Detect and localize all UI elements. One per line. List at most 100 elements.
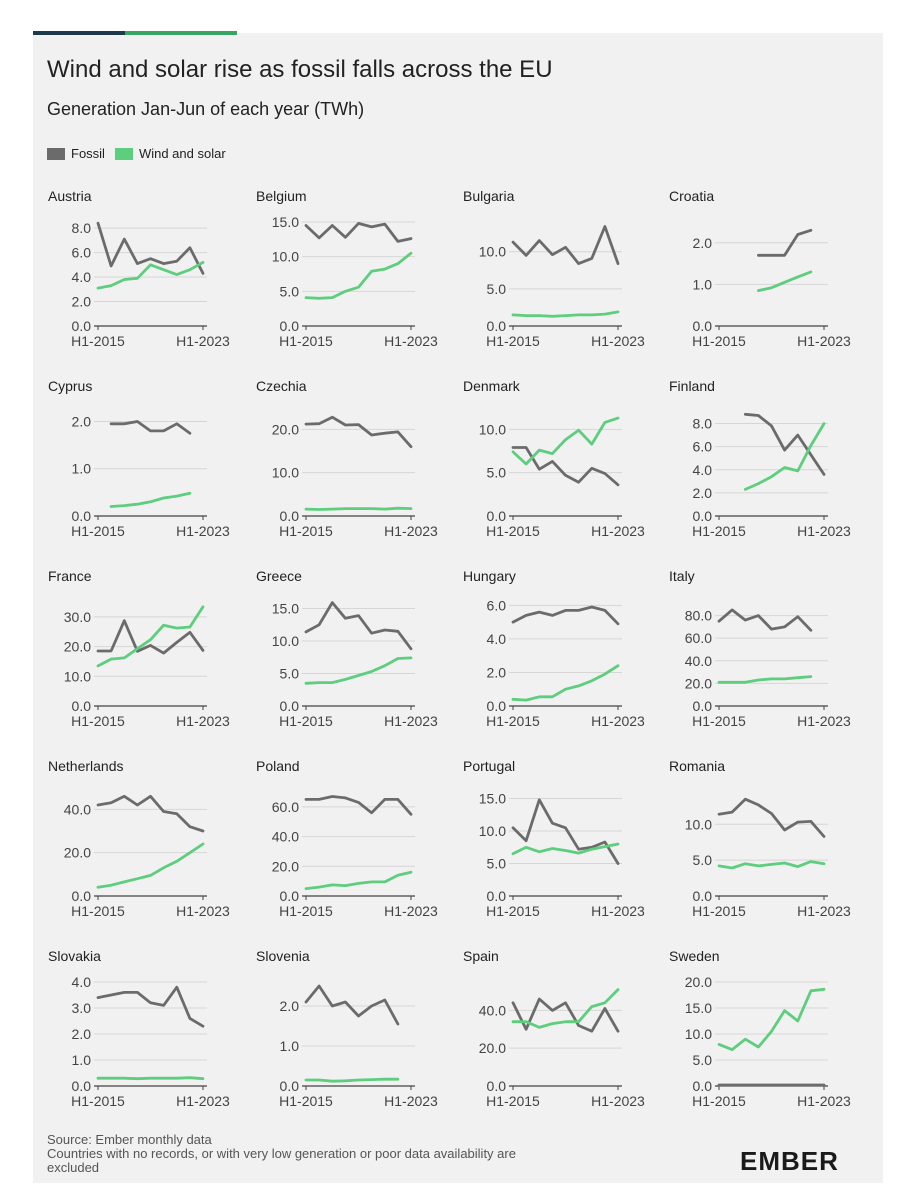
series-line-wind-solar-netherlands xyxy=(96,842,205,889)
ember-logo: EMBER xyxy=(740,1146,839,1176)
y-tick-label-italy: 20.0 xyxy=(685,675,712,691)
series-line-wind-solar-greece xyxy=(304,656,413,685)
y-tick-label-slovenia: 0.0 xyxy=(280,1078,300,1094)
series-line-wind-solar-portugal xyxy=(511,842,620,856)
panel-title-czechia: Czechia xyxy=(256,378,307,394)
x-tick-label-italy: H1-2023 xyxy=(797,713,851,729)
y-tick-label-hungary: 2.0 xyxy=(487,664,507,680)
source-note: Source: Ember monthly data Countries wit… xyxy=(47,1133,667,1175)
y-tick-label-czechia: 10.0 xyxy=(272,465,299,481)
x-tick-label-portugal: H1-2015 xyxy=(486,903,540,919)
x-tick-label-belgium: H1-2015 xyxy=(279,333,333,349)
series-line-fossil-belgium xyxy=(304,222,413,243)
x-tick-label-slovenia: H1-2023 xyxy=(384,1093,438,1109)
note-line-1: Countries with no records, or with very … xyxy=(47,1146,516,1161)
note-line-2: excluded xyxy=(47,1160,100,1175)
accent-bar-dark xyxy=(33,31,125,35)
y-tick-label-slovakia: 1.0 xyxy=(72,1052,92,1068)
x-tick-label-france: H1-2015 xyxy=(71,713,125,729)
series-line-wind-solar-belgium xyxy=(304,251,413,300)
y-tick-label-denmark: 0.0 xyxy=(487,508,507,524)
series-line-fossil-croatia xyxy=(757,228,813,257)
y-tick-label-belgium: 10.0 xyxy=(272,249,299,265)
y-tick-label-denmark: 5.0 xyxy=(487,465,507,481)
x-tick-label-italy: H1-2015 xyxy=(692,713,746,729)
legend-item-wind-solar: Wind and solar xyxy=(114,146,226,161)
y-tick-label-slovakia: 4.0 xyxy=(72,974,92,990)
y-tick-label-croatia: 1.0 xyxy=(693,276,713,292)
panel-title-denmark: Denmark xyxy=(463,378,521,394)
y-tick-label-romania: 10.0 xyxy=(685,816,712,832)
y-tick-label-greece: 5.0 xyxy=(280,666,300,682)
x-tick-label-cyprus: H1-2015 xyxy=(71,523,125,539)
x-tick-label-czechia: H1-2023 xyxy=(384,523,438,539)
series-line-fossil-slovenia xyxy=(304,984,400,1026)
series-line-fossil-bulgaria xyxy=(511,225,620,265)
x-tick-label-poland: H1-2023 xyxy=(384,903,438,919)
x-tick-label-hungary: H1-2015 xyxy=(486,713,540,729)
panel-title-slovenia: Slovenia xyxy=(256,948,310,964)
x-tick-label-greece: H1-2023 xyxy=(384,713,438,729)
y-tick-label-cyprus: 1.0 xyxy=(72,461,92,477)
x-tick-label-spain: H1-2023 xyxy=(591,1093,645,1109)
series-line-wind-solar-slovenia xyxy=(304,1077,400,1083)
series-line-fossil-italy xyxy=(717,608,813,632)
y-tick-label-croatia: 0.0 xyxy=(693,318,713,334)
legend-label-wind-solar: Wind and solar xyxy=(138,146,226,161)
y-tick-label-romania: 5.0 xyxy=(693,852,713,868)
y-tick-label-portugal: 10.0 xyxy=(479,823,506,839)
y-tick-label-denmark: 10.0 xyxy=(479,421,506,437)
series-line-wind-solar-france xyxy=(96,605,205,668)
y-tick-label-france: 10.0 xyxy=(64,668,91,684)
series-line-fossil-greece xyxy=(304,601,413,651)
x-tick-label-croatia: H1-2015 xyxy=(692,333,746,349)
series-line-fossil-austria xyxy=(96,221,205,275)
x-tick-label-belgium: H1-2023 xyxy=(384,333,438,349)
y-tick-label-austria: 8.0 xyxy=(72,220,92,236)
y-tick-label-slovakia: 3.0 xyxy=(72,1000,92,1016)
series-line-wind-solar-czechia xyxy=(304,506,413,511)
series-line-wind-solar-slovakia xyxy=(96,1076,205,1081)
panel-title-portugal: Portugal xyxy=(463,758,515,774)
y-tick-label-poland: 20.0 xyxy=(272,858,299,874)
x-tick-label-finland: H1-2015 xyxy=(692,523,746,539)
x-tick-label-denmark: H1-2023 xyxy=(591,523,645,539)
y-tick-label-romania: 0.0 xyxy=(693,888,713,904)
series-line-wind-solar-romania xyxy=(717,860,826,870)
y-tick-label-hungary: 6.0 xyxy=(487,597,507,613)
panel-title-romania: Romania xyxy=(669,758,725,774)
series-line-wind-solar-hungary xyxy=(511,664,620,702)
panel-title-greece: Greece xyxy=(256,568,302,584)
series-line-fossil-czechia xyxy=(304,415,413,449)
x-tick-label-sweden: H1-2023 xyxy=(797,1093,851,1109)
x-tick-label-romania: H1-2015 xyxy=(692,903,746,919)
y-tick-label-poland: 40.0 xyxy=(272,829,299,845)
y-tick-label-france: 30.0 xyxy=(64,609,91,625)
y-tick-label-netherlands: 20.0 xyxy=(64,845,91,861)
y-tick-label-cyprus: 2.0 xyxy=(72,413,92,429)
y-tick-label-portugal: 15.0 xyxy=(479,791,506,807)
y-tick-label-slovenia: 2.0 xyxy=(280,998,300,1014)
series-line-fossil-denmark xyxy=(511,446,620,487)
x-tick-label-poland: H1-2015 xyxy=(279,903,333,919)
y-tick-label-greece: 10.0 xyxy=(272,633,299,649)
y-tick-label-poland: 0.0 xyxy=(280,888,300,904)
series-line-wind-solar-finland xyxy=(743,422,826,491)
panel-title-sweden: Sweden xyxy=(669,948,720,964)
y-tick-label-hungary: 4.0 xyxy=(487,631,507,647)
y-tick-label-hungary: 0.0 xyxy=(487,698,507,714)
y-tick-label-italy: 60.0 xyxy=(685,630,712,646)
legend: Fossil Wind and solar xyxy=(47,146,236,161)
x-tick-label-sweden: H1-2015 xyxy=(692,1093,746,1109)
y-tick-label-portugal: 5.0 xyxy=(487,856,507,872)
y-tick-label-czechia: 20.0 xyxy=(272,421,299,437)
x-tick-label-cyprus: H1-2023 xyxy=(176,523,230,539)
y-tick-label-slovenia: 1.0 xyxy=(280,1038,300,1054)
x-tick-label-denmark: H1-2015 xyxy=(486,523,540,539)
y-tick-label-netherlands: 0.0 xyxy=(72,888,92,904)
legend-item-fossil: Fossil xyxy=(47,146,105,161)
y-tick-label-france: 0.0 xyxy=(72,698,92,714)
series-line-fossil-netherlands xyxy=(96,794,205,833)
x-tick-label-austria: H1-2023 xyxy=(176,333,230,349)
